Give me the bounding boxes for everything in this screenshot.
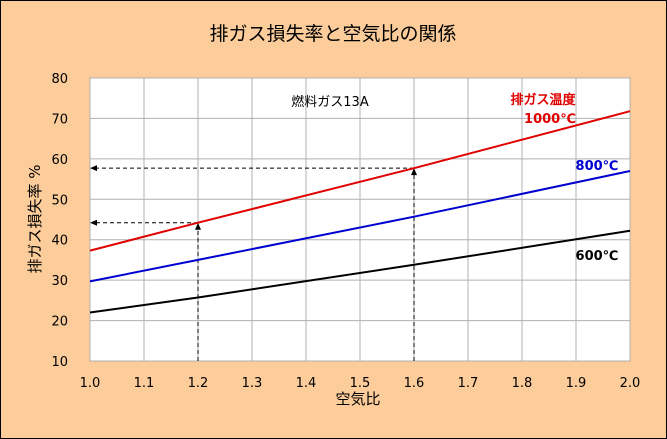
reference-lines (90, 165, 417, 361)
x-tick-label: 1.8 (512, 376, 533, 391)
series-line (89, 229, 631, 314)
series-line (89, 110, 631, 252)
fuel-annotation: 燃料ガス13A (291, 94, 369, 110)
x-tick-label: 2.0 (620, 376, 641, 391)
reference-arrow-up (411, 168, 417, 176)
series-label-600: 600℃ (576, 249, 619, 264)
x-tick-label: 1.2 (188, 376, 209, 391)
x-tick-labels: 1.0 1.1 1.2 1.3 1.4 1.5 1.6 1.7 1.8 1.9 2.0 (80, 376, 641, 391)
series-line (89, 170, 631, 283)
x-tick-label: 1.9 (566, 376, 587, 391)
y-tick-label: 50 (51, 193, 68, 208)
series-lines (89, 110, 631, 314)
gridlines (89, 77, 631, 362)
x-axis-label: 空気比 (335, 390, 380, 408)
reference-arrow-up (195, 222, 201, 230)
y-tick-label: 30 (51, 274, 68, 289)
series-label-800: 800℃ (576, 159, 619, 174)
y-tick-label: 70 (51, 112, 68, 127)
y-tick-labels: 10 20 30 40 50 60 70 80 (51, 72, 68, 370)
reference-arrow-left (90, 165, 97, 172)
x-tick-label: 1.5 (350, 376, 371, 391)
x-tick-label: 1.7 (458, 376, 479, 391)
reference-arrow-left (90, 219, 97, 226)
x-tick-label: 1.6 (404, 376, 425, 391)
x-tick-label: 1.1 (134, 376, 155, 391)
series-heading-label: 排ガス温度 (510, 92, 576, 108)
x-tick-label: 1.4 (296, 376, 317, 391)
x-tick-label: 1.0 (80, 376, 101, 391)
y-tick-label: 20 (51, 315, 68, 330)
y-axis-label: 排ガス損失率 % (26, 164, 44, 273)
chart-title: 排ガス損失率と空気比の関係 (209, 23, 456, 45)
y-tick-label: 40 (51, 234, 68, 249)
series-label-1000: 1000℃ (524, 112, 576, 127)
y-tick-label: 60 (51, 153, 68, 168)
x-tick-label: 1.3 (242, 376, 263, 391)
y-tick-label: 10 (51, 355, 68, 370)
y-tick-label: 80 (51, 72, 68, 87)
